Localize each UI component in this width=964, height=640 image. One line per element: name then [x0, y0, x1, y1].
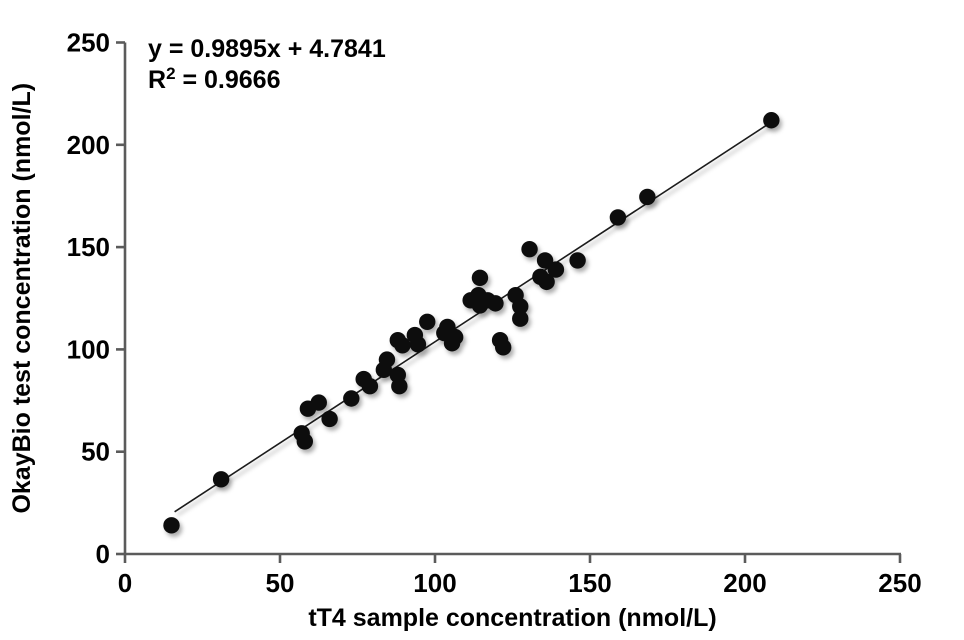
y-tick-label: 100	[67, 334, 110, 364]
trendline	[174, 121, 772, 513]
data-point	[639, 188, 656, 206]
data-point	[409, 336, 427, 353]
data-point	[487, 295, 504, 312]
r-squared-label: R2 = 0.9666	[148, 64, 281, 94]
x-tick-label: 50	[266, 568, 295, 598]
data-point	[378, 351, 396, 368]
data-point	[512, 298, 529, 315]
data-points-group	[163, 112, 780, 534]
y-tick-label: 0	[96, 539, 110, 569]
data-point	[446, 328, 464, 346]
y-tick-label: 50	[81, 437, 110, 467]
x-tick-label: 200	[723, 568, 766, 598]
data-point	[163, 517, 180, 534]
data-point	[569, 252, 586, 269]
data-point	[495, 339, 512, 356]
x-tick-label: 150	[568, 568, 611, 598]
y-tick-label: 250	[67, 28, 110, 58]
y-tick-label: 150	[67, 232, 110, 262]
data-point	[609, 209, 627, 226]
data-point	[536, 252, 554, 269]
data-point	[321, 410, 338, 428]
y-axis-title: OkayBio test concentration (nmol/L)	[8, 83, 36, 514]
x-tick-label: 250	[878, 568, 921, 598]
data-point	[310, 394, 327, 411]
data-point	[296, 433, 313, 450]
equation-label: y = 0.9895x + 4.7841	[148, 35, 386, 63]
data-point	[547, 261, 565, 278]
x-tick-label: 100	[413, 568, 456, 598]
data-point	[419, 313, 436, 330]
data-point	[512, 310, 529, 327]
data-point	[394, 337, 411, 354]
data-point	[538, 273, 555, 291]
data-point	[521, 240, 538, 258]
data-point	[471, 269, 489, 286]
data-point	[212, 471, 230, 488]
data-point	[391, 378, 408, 395]
x-axis-title: tT4 sample concentration (nmol/L)	[308, 604, 716, 632]
data-point	[763, 112, 780, 129]
y-tick-label: 200	[67, 130, 110, 160]
x-tick-label: 0	[118, 568, 132, 598]
data-point	[343, 390, 360, 407]
data-point	[361, 378, 379, 395]
